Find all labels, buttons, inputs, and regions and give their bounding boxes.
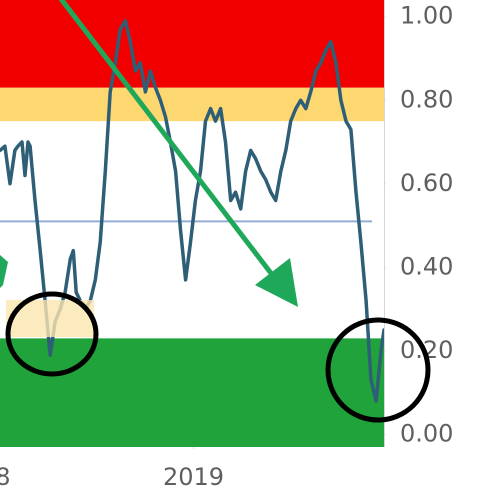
x-tick-label: 2019 — [163, 463, 224, 491]
highlight-circle — [5, 291, 99, 377]
y-tick-label: 0.00 — [400, 419, 453, 447]
x-tick-label: 2018 — [0, 463, 10, 491]
arrow-head — [255, 258, 298, 307]
annotations — [0, 0, 431, 423]
arrow-tip — [0, 255, 8, 288]
y-tick-label: 0.60 — [400, 169, 453, 197]
y-tick-label: 0.40 — [400, 252, 453, 280]
bands — [0, 0, 384, 447]
axes: 0.000.200.400.600.801.0020182019 — [0, 0, 453, 491]
band — [0, 0, 384, 88]
band — [0, 87, 384, 122]
arrow-shaft — [58, 0, 282, 287]
highlight-circle — [325, 317, 431, 423]
band — [0, 338, 384, 447]
y-tick-label: 0.80 — [400, 85, 453, 113]
y-tick-label: 1.00 — [400, 2, 453, 30]
